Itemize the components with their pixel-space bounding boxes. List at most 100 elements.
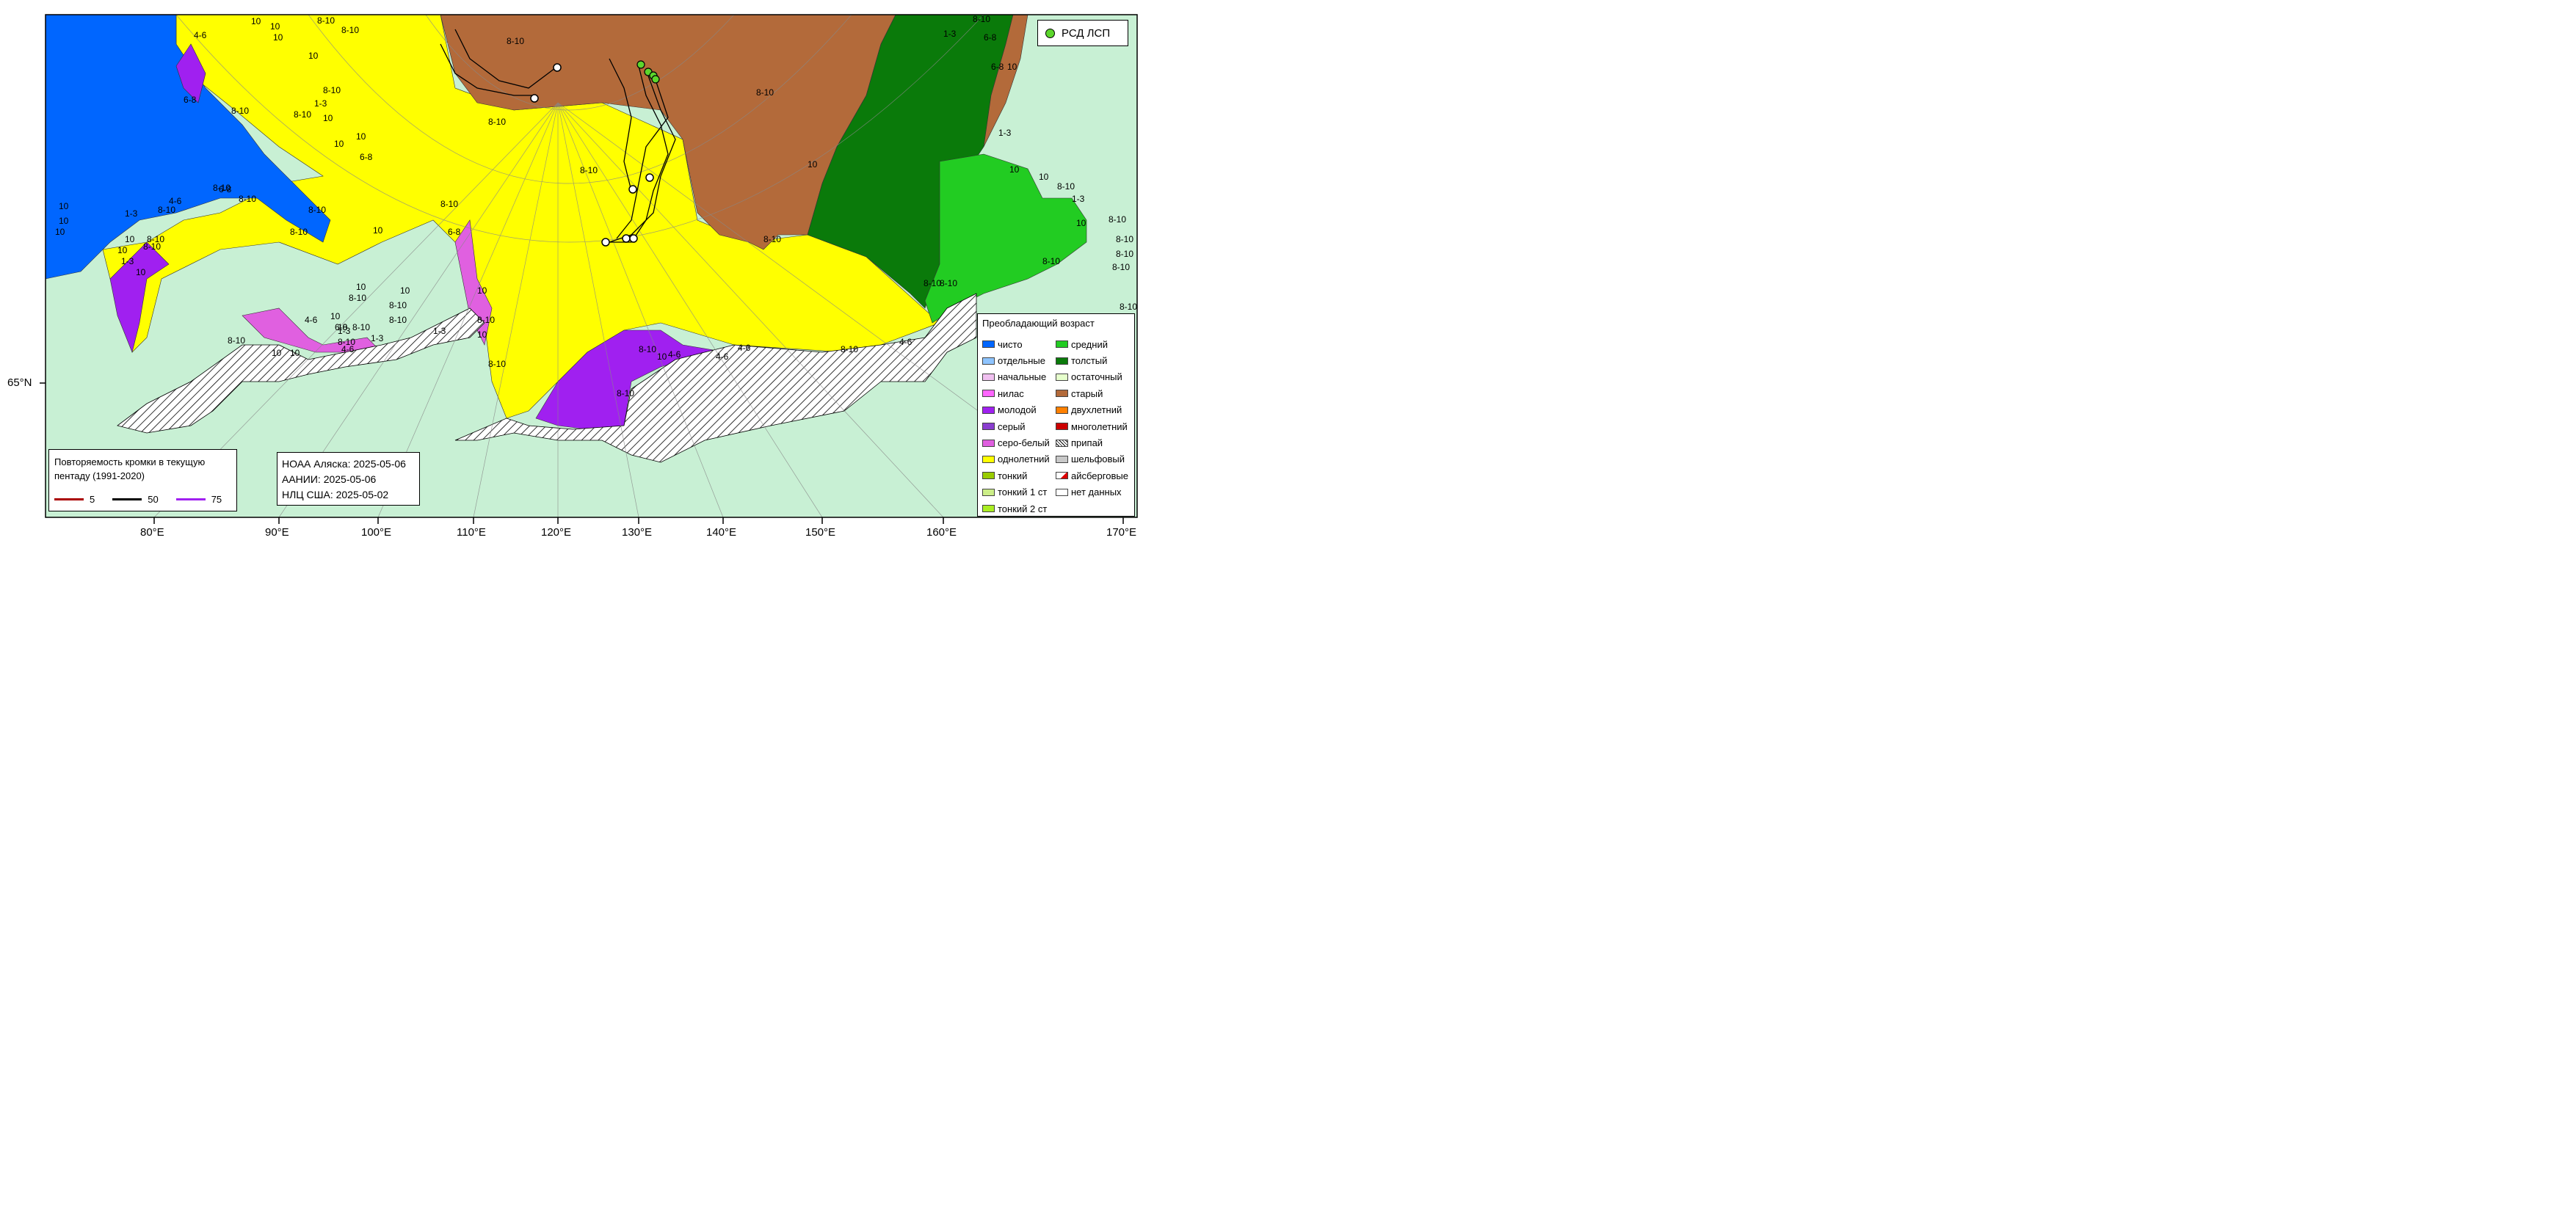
legend-item: серо-белый: [982, 434, 1050, 451]
concentration-label: 8-10: [228, 335, 245, 346]
concentration-label: 8-10: [294, 109, 311, 120]
concentration-label: 10: [1009, 164, 1020, 175]
fast-ice: [454, 293, 977, 463]
legend-item: серый: [982, 418, 1050, 434]
medium-ice: [924, 153, 1087, 324]
legend-item-label: айсберговые: [1071, 470, 1128, 481]
rsd-legend: РСД ЛСП: [1037, 20, 1128, 46]
concentration-label: 1-3: [1072, 194, 1085, 204]
lon-label-110: 110°E: [457, 526, 486, 539]
concentration-label: 8-10: [841, 344, 858, 354]
concentration-label: 8-10: [756, 87, 774, 98]
legend-swatch-icon: [1056, 406, 1068, 414]
source-noaa: НОАА Аляска: 2025-05-06: [282, 458, 406, 470]
edge-repeat-5: 5: [90, 494, 95, 505]
edge-repeat-75: 75: [211, 494, 222, 505]
concentration-label: 10: [136, 267, 146, 277]
concentration-label: 10: [657, 351, 667, 362]
concentration-label: 10: [808, 159, 818, 170]
concentration-label: 8-10: [488, 359, 506, 369]
lon-label-140: 140°E: [706, 526, 737, 539]
concentration-label: 8-10: [341, 25, 359, 35]
concentration-label: 4-6: [716, 351, 729, 362]
legend-swatch-icon: [982, 390, 995, 398]
concentration-label: 10: [334, 139, 344, 149]
concentration-label: 8-10: [1057, 181, 1075, 192]
legend-item-label: чисто: [998, 338, 1023, 350]
concentration-label: 10: [1076, 218, 1086, 228]
legend-item-label: остаточный: [1071, 371, 1122, 383]
legend-swatch-icon: [982, 472, 995, 480]
concentration-label: 10: [251, 16, 261, 26]
line-5-icon: [54, 498, 84, 500]
concentration-label: 1-3: [338, 326, 351, 336]
graticule: [153, 15, 1124, 517]
legend-item: тонкий 1 ст: [982, 484, 1050, 500]
legend-swatch-icon: [1056, 439, 1068, 447]
concentration-label: 1-3: [121, 256, 134, 266]
legend-swatch-icon: [982, 340, 995, 349]
lon-label-170: 170°E: [1106, 526, 1137, 539]
legend-item: старый: [1056, 385, 1128, 401]
concentration-label: 4-6: [194, 30, 207, 40]
lon-label-120: 120°E: [541, 526, 572, 539]
concentration-label: 8-10: [973, 14, 990, 24]
legend-item-label: припай: [1071, 437, 1103, 449]
line-50-icon: [112, 498, 142, 500]
concentration-label: 8-10: [477, 315, 495, 325]
concentration-label: 10: [59, 201, 69, 211]
axis-ticks: [40, 382, 1124, 524]
legend-item-label: шельфовый: [1071, 453, 1125, 465]
concentration-label: 8-10: [158, 205, 175, 215]
legend-swatch-icon: [1056, 390, 1068, 398]
concentration-label: 10: [356, 131, 366, 142]
legend-item: чисто: [982, 336, 1050, 352]
concentration-label: 6-8: [448, 227, 461, 237]
concentration-label: 8-10: [1112, 262, 1130, 272]
legend-item-label: нилас: [998, 387, 1024, 399]
legend-item: остаточный: [1056, 369, 1128, 385]
sources-box: НОАА Аляска: 2025-05-06 ААНИИ: 2025-05-0…: [277, 452, 420, 506]
ice-map: 4-610 8-101010106-88-108-108-108-10101-31…: [40, 14, 1138, 524]
concentration-label: 10: [1007, 62, 1017, 72]
legend-swatch-icon: [1056, 455, 1068, 463]
legend-item: отдельные: [982, 352, 1050, 368]
legend-item: молодой: [982, 402, 1050, 418]
grey-white-ice: [242, 307, 382, 353]
concentration-label: 6-8: [360, 152, 373, 162]
concentration-label: 8-10: [389, 300, 407, 310]
concentration-label: 8-10: [1042, 256, 1060, 266]
edge-repeat-50: 50: [148, 494, 159, 505]
rsd-lsp-markers: [636, 60, 660, 84]
concentration-label: 10: [373, 225, 383, 236]
concentration-label: 8-10: [213, 183, 231, 193]
concentration-label: 1-3: [998, 128, 1012, 138]
legend-swatch-icon: [1056, 340, 1068, 349]
legend-swatch-icon: [1056, 472, 1068, 480]
grey-white-ice: [454, 219, 493, 346]
legend-item: средний: [1056, 336, 1128, 352]
concentration-label: 8-10: [349, 293, 366, 303]
concentration-label: 4-6: [738, 343, 751, 353]
concentration-label: 6-8: [335, 322, 348, 332]
legend-item: многолетний: [1056, 418, 1128, 434]
ice-age-legend: Преобладающий возраст чисто отдельные нача…: [977, 313, 1135, 517]
concentration-label: 8-10: [507, 36, 524, 46]
concentration-label: 10: [338, 322, 348, 332]
concentration-label: 10: [125, 234, 135, 244]
concentration-label: 8-10: [1116, 234, 1133, 244]
concentration-label: 10: [273, 32, 283, 43]
concentration-label: 4-6: [305, 315, 318, 325]
lon-label-160: 160°E: [926, 526, 957, 539]
legend-item-label: нет данных: [1071, 487, 1122, 498]
concentration-label: 10: [272, 348, 282, 358]
concentration-label: 8-10: [352, 322, 370, 332]
edge-repeat-items: 5 50 75: [54, 494, 222, 505]
lat-label: 65°N: [7, 376, 32, 389]
lon-label-80: 80°E: [140, 526, 164, 539]
legend-item-label: толстый: [1071, 355, 1108, 367]
concentration-label: 8-10: [763, 234, 781, 244]
source-aari: ААНИИ: 2025-05-06: [282, 473, 377, 485]
concentration-label: 1-3: [314, 98, 327, 109]
concentration-label: 8-10: [440, 199, 458, 209]
